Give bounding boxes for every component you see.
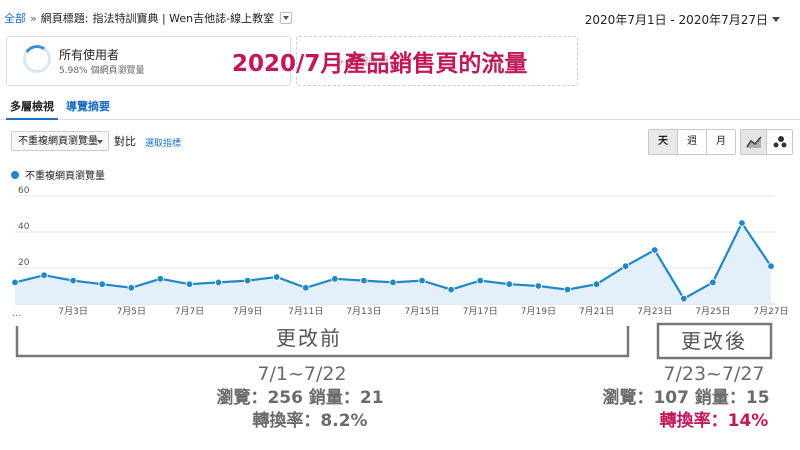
chevron-down-icon (97, 140, 103, 144)
data-point[interactable] (738, 219, 746, 227)
data-point[interactable] (214, 278, 223, 287)
before-label-bg (268, 320, 350, 352)
line-chart-icon (745, 136, 762, 148)
x-tick-label: 7月21日 (579, 306, 614, 317)
chevron-down-icon[interactable] (280, 12, 293, 24)
data-point[interactable] (127, 284, 136, 292)
data-point[interactable] (680, 294, 688, 303)
add-segment-label: + 新增區隔 (337, 57, 389, 68)
x-tick-label: 7月9日 (233, 306, 262, 317)
view-tabs: 多層檢視 導覽摘要 (0, 95, 800, 120)
data-point[interactable] (505, 280, 514, 288)
date-range-picker[interactable]: 2020年7月1日 - 2020年7月27日 (585, 11, 780, 28)
line-chart-button[interactable] (741, 130, 767, 154)
x-tick-label: 7月25日 (695, 306, 730, 317)
period-toggle: 天 週 月 (648, 129, 736, 155)
metric-select[interactable]: 不重複網頁瀏覽量 (11, 131, 109, 151)
data-point[interactable] (592, 280, 601, 288)
x-tick-label: 7月15日 (404, 306, 439, 317)
x-tick-label: 7月11日 (288, 306, 323, 317)
data-point[interactable] (621, 262, 630, 270)
motion-chart-button[interactable] (767, 130, 792, 154)
x-tick-label: 7月3日 (58, 306, 87, 317)
data-point[interactable] (185, 280, 194, 288)
breadcrumb-root-link[interactable]: 全部 (4, 12, 26, 25)
period-month-button[interactable]: 月 (707, 130, 735, 154)
legend-series-dot (11, 170, 19, 179)
legend-series-label: 不重複網頁瀏覽量 (25, 171, 105, 182)
tab-navigation-summary[interactable]: 導覽摘要 (66, 100, 110, 113)
before-date-range: 7/1~7/22 (257, 363, 346, 385)
breadcrumb-page-title: 指法特訓寶典 | Wen吉他誌-線上教室 (92, 12, 275, 25)
tab-explorer[interactable]: 多層檢視 (6, 98, 58, 120)
after-conversion-rate: 轉換率：14% (660, 410, 769, 431)
data-point[interactable] (767, 262, 775, 270)
y-axis-ticks: 20 40 60 (18, 186, 30, 268)
select-metric-link[interactable]: 選取指標 (145, 139, 182, 149)
data-point[interactable] (534, 282, 543, 290)
chart-legend: 不重複網頁瀏覽量 (11, 167, 105, 182)
x-tick-label: 7月19日 (521, 306, 556, 317)
segment-ring-icon (23, 45, 51, 73)
period-week-button[interactable]: 週 (678, 130, 707, 154)
after-box (656, 322, 773, 360)
y-tick-label: 60 (18, 186, 30, 196)
motion-chart-icon (773, 136, 786, 148)
data-point[interactable] (709, 278, 717, 287)
x-tick-label: 7月27日 (753, 306, 788, 317)
segment-card-all-users[interactable]: 所有使用者 5.98% 個網頁瀏覽量 (6, 36, 291, 86)
data-point[interactable] (389, 278, 397, 287)
series-points (11, 219, 775, 303)
before-bracket (15, 326, 630, 358)
y-tick-label: 20 (18, 258, 30, 268)
x-axis-ticks: 7月3日 7月5日 7月7日 7月9日 7月11日 7月13日 7月15日 7月17日 7月19… (58, 306, 788, 317)
overlay-title: 2020/7月產品銷售頁的流量 (232, 51, 528, 77)
y-tick-label: 40 (18, 222, 30, 232)
after-label: 更改後 (681, 329, 747, 353)
data-point[interactable] (447, 285, 455, 294)
data-point[interactable] (272, 273, 281, 281)
breadcrumb-label: 網頁標題: (40, 12, 89, 25)
x-tick-label: 7月13日 (346, 306, 381, 317)
segment-share: 5.98% 個網頁瀏覽量 (59, 66, 145, 76)
chart-type-toggle (740, 129, 793, 155)
period-day-button[interactable]: 天 (649, 130, 678, 154)
data-point[interactable] (98, 280, 106, 288)
data-point[interactable] (40, 271, 48, 279)
data-point[interactable] (360, 276, 368, 285)
breadcrumb: 全部 » 網頁標題: 指法特訓寶典 | Wen吉他誌-線上教室 (4, 10, 293, 26)
metric-select-value: 不重複網頁瀏覽量 (18, 136, 98, 147)
data-point[interactable] (331, 275, 339, 283)
date-range-text: 2020年7月1日 - 2020年7月27日 (584, 13, 768, 27)
x-tick-label: 7月7日 (175, 306, 204, 317)
data-point[interactable] (69, 276, 77, 285)
x-tick-label: 7月17日 (463, 306, 498, 317)
segment-name: 所有使用者 (59, 48, 120, 62)
before-views-sales: 瀏覽：256 銷量：21 (216, 387, 383, 408)
series-area (15, 223, 771, 304)
data-point[interactable] (563, 285, 572, 294)
data-point[interactable] (156, 275, 165, 283)
chevron-down-icon (772, 17, 780, 22)
data-point[interactable] (476, 276, 484, 285)
before-label: 更改前 (276, 326, 342, 350)
add-segment-card[interactable]: + 新增區隔 (296, 36, 578, 86)
x-axis-left-ellipsis: ... (12, 308, 22, 319)
data-point[interactable] (302, 284, 310, 292)
data-point[interactable] (243, 276, 252, 285)
data-point[interactable] (11, 278, 19, 287)
data-point[interactable] (650, 246, 659, 254)
x-tick-label: 7月5日 (117, 306, 146, 317)
versus-label: 對比 (114, 135, 136, 148)
x-tick-label: 7月23日 (637, 306, 672, 317)
before-conversion-rate: 轉換率：8.2% (252, 410, 367, 431)
breadcrumb-separator: » (30, 11, 37, 25)
after-date-range: 7/23~7/27 (663, 363, 764, 385)
after-views-sales: 瀏覽：107 銷量：15 (602, 387, 769, 408)
data-point[interactable] (418, 276, 426, 285)
